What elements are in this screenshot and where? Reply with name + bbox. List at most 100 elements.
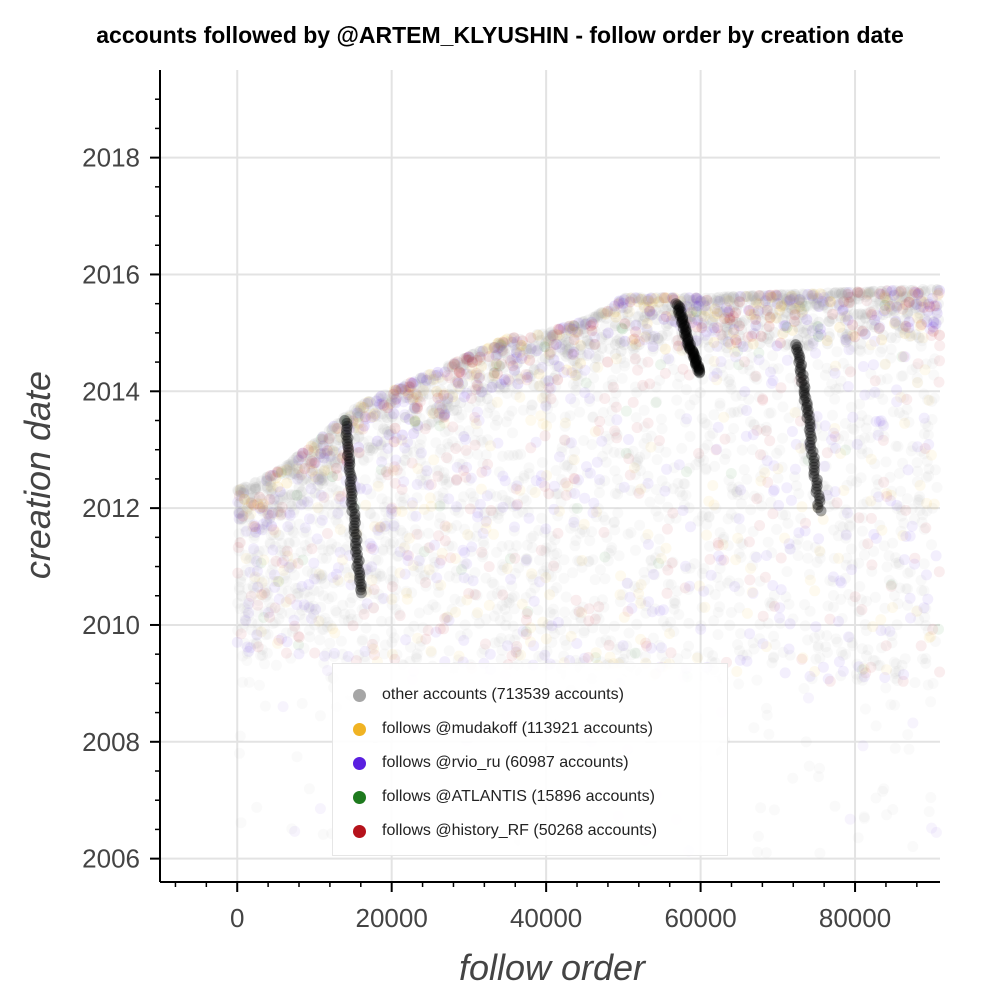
data-point — [589, 595, 601, 607]
data-point — [784, 543, 796, 555]
data-point — [428, 373, 439, 385]
data-point — [390, 584, 402, 596]
data-point — [841, 310, 852, 322]
data-point — [241, 647, 253, 659]
data-point — [529, 340, 541, 352]
data-point — [830, 287, 842, 299]
data-point — [586, 526, 598, 538]
data-point — [376, 570, 388, 582]
data-point — [681, 317, 693, 328]
data-point — [510, 647, 522, 658]
data-point — [772, 463, 784, 475]
data-point — [797, 652, 809, 664]
data-point — [860, 625, 872, 637]
data-point — [259, 658, 270, 670]
data-point — [599, 551, 611, 563]
data-point — [551, 346, 563, 358]
data-point — [706, 317, 718, 328]
data-point — [521, 374, 533, 386]
data-point — [439, 474, 451, 485]
data-point — [317, 434, 329, 446]
data-point — [501, 611, 513, 623]
data-point — [331, 541, 343, 553]
data-point — [596, 332, 608, 343]
data-point — [507, 360, 519, 372]
data-point — [503, 540, 515, 551]
data-point — [803, 293, 815, 305]
data-point — [516, 340, 528, 352]
data-point — [675, 295, 687, 307]
data-point — [881, 285, 893, 297]
data-point — [517, 350, 529, 361]
data-point — [390, 416, 402, 428]
data-point — [535, 334, 547, 346]
data-point — [544, 346, 556, 358]
data-point — [590, 647, 602, 659]
data-point — [934, 285, 945, 296]
data-point — [711, 305, 723, 317]
data-point — [309, 647, 321, 659]
data-point — [663, 353, 675, 365]
data-point — [792, 533, 804, 545]
data-point — [408, 402, 420, 414]
data-point — [624, 319, 636, 331]
data-point — [592, 390, 604, 402]
data-point — [802, 634, 814, 646]
data-point — [330, 605, 342, 617]
data-point — [466, 541, 478, 553]
data-point — [669, 298, 681, 309]
data-point — [353, 448, 365, 460]
data-point — [796, 501, 808, 513]
data-point — [721, 291, 733, 303]
data-point — [791, 315, 803, 327]
data-point — [344, 410, 356, 422]
data-point — [914, 304, 926, 315]
data-point — [765, 289, 776, 301]
data-point — [326, 538, 337, 550]
data-point — [822, 296, 834, 308]
data-point — [888, 317, 900, 329]
data-point — [258, 504, 270, 516]
data-point — [666, 315, 678, 327]
data-point — [365, 542, 377, 554]
data-point — [406, 497, 418, 509]
data-point — [768, 460, 780, 472]
data-point — [338, 614, 350, 626]
data-point — [687, 304, 699, 316]
data-point — [898, 410, 910, 422]
data-point — [920, 620, 932, 631]
data-point — [584, 535, 596, 547]
data-point — [824, 290, 836, 302]
data-point — [654, 493, 666, 505]
data-point — [372, 410, 384, 422]
data-point — [724, 575, 736, 587]
data-point — [659, 292, 671, 304]
data-point — [733, 678, 745, 690]
data-point — [898, 351, 909, 363]
data-point — [584, 381, 596, 393]
data-point — [748, 419, 760, 431]
data-point — [414, 449, 426, 460]
data-point — [425, 569, 437, 581]
data-point — [458, 431, 470, 443]
data-point — [890, 332, 902, 344]
data-point — [353, 441, 365, 453]
data-point — [336, 417, 347, 429]
data-point — [680, 384, 692, 396]
data-point — [274, 494, 286, 506]
data-point — [892, 598, 904, 610]
data-point — [666, 310, 678, 322]
data-point — [443, 476, 455, 488]
data-point — [439, 426, 451, 438]
data-point — [916, 335, 928, 347]
data-point — [288, 455, 299, 466]
data-point — [909, 297, 921, 309]
data-point — [865, 388, 876, 400]
data-point — [560, 339, 571, 351]
data-point — [323, 487, 335, 499]
data-point — [540, 396, 552, 408]
data-point — [405, 438, 416, 450]
data-point — [617, 301, 629, 313]
data-point — [893, 407, 905, 419]
data-point — [708, 615, 720, 627]
